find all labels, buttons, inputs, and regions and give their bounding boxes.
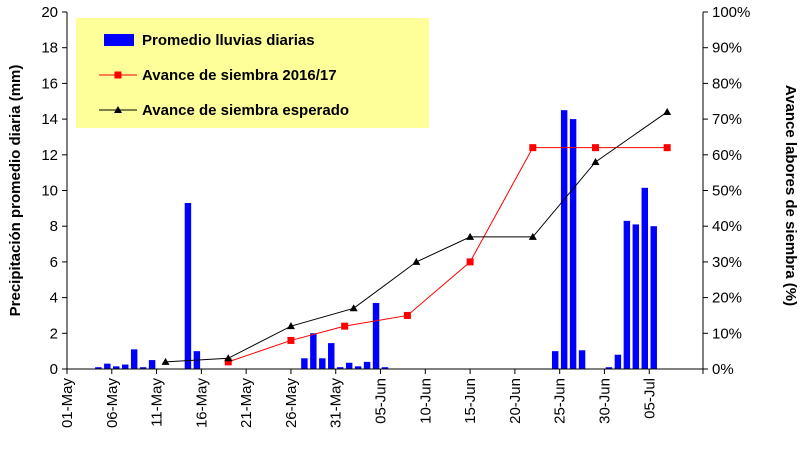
rain-bar	[569, 119, 577, 369]
axes-layer: 0 2 4 6 8 10 12 14 16 18 20 0% 10% 20% 30% 40% 50% 60% 70%…	[7, 4, 799, 428]
left-tick-label: 16	[41, 75, 58, 92]
left-tick-label: 4	[50, 290, 58, 307]
triangle-marker	[591, 157, 600, 165]
x-tick-label: 11-May	[149, 378, 166, 427]
rain-bar	[641, 187, 648, 369]
x-tick-label: 30-Jun	[596, 378, 613, 424]
rain-bar	[614, 354, 622, 369]
rain-bar	[113, 366, 120, 369]
triangle-marker	[286, 322, 295, 330]
left-tick-label: 0	[50, 361, 58, 378]
right-tick-label: 100%	[712, 4, 750, 21]
left-axis-title: Precipitación promedio diaria (mm)	[7, 65, 24, 317]
legend-triangle-marker	[114, 106, 122, 113]
bars-layer	[95, 110, 657, 370]
x-tick-label: 10-Jun	[417, 378, 434, 424]
square-marker	[287, 336, 295, 344]
left-tick-label: 10	[41, 183, 58, 200]
square-marker	[341, 322, 349, 330]
left-tick-label: 2	[50, 325, 58, 342]
square-marker	[403, 311, 411, 319]
legend-label: Avance de siembra 2016/17	[142, 67, 337, 84]
legend-label: Avance de siembra esperado	[142, 102, 349, 119]
square-marker	[224, 358, 232, 366]
series-line	[228, 147, 668, 363]
x-tick-label: 25-Jun	[552, 378, 569, 424]
right-tick-label: 20%	[712, 290, 742, 307]
x-tick-label: 21-May	[238, 378, 255, 429]
left-tick-label: 12	[41, 147, 58, 164]
right-tick-label: 40%	[712, 218, 742, 235]
rain-bar	[122, 364, 129, 369]
rain-bar	[354, 366, 362, 369]
x-tick-label: 01-May	[59, 378, 76, 429]
x-tick-label: 20-Jun	[507, 378, 524, 424]
right-tick-label: 30%	[712, 254, 742, 271]
right-tick-label: 50%	[712, 183, 742, 200]
triangle-marker	[224, 354, 233, 362]
rain-bar	[372, 302, 380, 369]
legend-swatch-bar	[104, 34, 134, 46]
legend-label: Promedio lluvias diarias	[142, 32, 315, 49]
legend: Promedio lluvias diarias Avance de siembr…	[76, 18, 429, 128]
rain-bar	[95, 367, 102, 369]
left-tick-label: 20	[41, 4, 58, 21]
rain-bar	[632, 224, 640, 369]
rain-bar	[605, 367, 613, 369]
left-tick-label: 18	[41, 40, 58, 57]
left-tick-label: 8	[50, 218, 58, 235]
triangle-marker	[528, 232, 537, 240]
left-tick-label: 14	[41, 111, 58, 128]
square-marker	[592, 144, 600, 152]
rain-bar	[578, 350, 586, 369]
rain-bar	[310, 333, 317, 369]
rain-bar	[363, 361, 371, 369]
square-marker	[466, 258, 474, 266]
triangle-marker	[663, 107, 672, 115]
rain-bar	[184, 202, 192, 369]
rain-bar	[623, 220, 631, 369]
x-tick-label: 06-May	[104, 378, 121, 429]
square-marker	[529, 144, 537, 152]
rain-bar	[551, 351, 559, 369]
lines-layer	[161, 107, 672, 366]
rain-bar	[381, 367, 389, 369]
right-tick-label: 60%	[712, 147, 742, 164]
rain-bar	[301, 358, 308, 369]
rain-bar	[104, 363, 111, 369]
x-tick-label: 31-May	[328, 378, 345, 429]
rain-bar	[319, 358, 326, 369]
triangle-marker	[349, 304, 358, 312]
rain-bar	[139, 367, 147, 369]
x-tick-label: 26-May	[283, 378, 300, 429]
triangle-marker	[412, 257, 421, 265]
rain-bar	[328, 343, 335, 369]
rain-bar	[336, 367, 344, 369]
legend-square-marker	[114, 71, 122, 79]
right-tick-label: 80%	[712, 75, 742, 92]
x-tick-label: 16-May	[193, 378, 210, 429]
square-marker	[663, 144, 671, 152]
x-tick-label: 05-Jun	[373, 378, 390, 424]
triangle-marker	[161, 357, 170, 365]
rain-bar	[345, 362, 353, 369]
triangle-marker	[466, 232, 475, 240]
rain-bar	[560, 110, 568, 370]
series-line	[165, 111, 668, 363]
rain-bar	[650, 226, 657, 369]
right-axis-title: Avance labores de siembra (%)	[782, 85, 799, 306]
rain-bar	[130, 349, 138, 369]
right-tick-label: 10%	[712, 325, 742, 342]
rain-bar	[148, 360, 156, 369]
right-tick-label: 70%	[712, 111, 742, 128]
x-tick-label: 05-Jul	[641, 378, 658, 419]
right-tick-label: 0%	[712, 361, 734, 378]
right-tick-label: 90%	[712, 40, 742, 57]
x-tick-label: 15-Jun	[462, 378, 479, 424]
left-tick-label: 6	[50, 254, 58, 271]
